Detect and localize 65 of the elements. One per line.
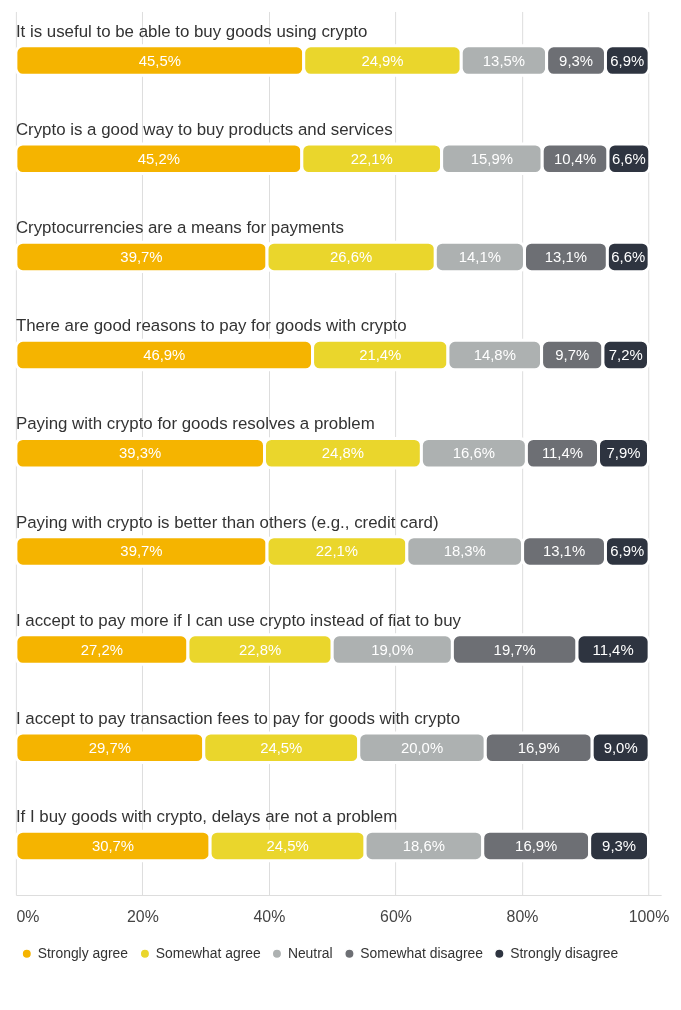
legend-label: Strongly agree <box>37 944 129 961</box>
y-tick-label: Paying with crypto is better than others (e.g., credit card) <box>15 512 439 532</box>
data-label: 24,9% <box>361 52 404 69</box>
data-label: 16,6% <box>452 445 495 462</box>
data-label: 22,1% <box>315 543 359 560</box>
data-label: 16,9% <box>517 739 560 756</box>
data-label: 10,4% <box>554 150 597 167</box>
data-label: 13,1% <box>544 248 588 265</box>
legend-label: Strongly disagree <box>510 944 619 961</box>
data-label: 15,9% <box>470 150 514 167</box>
data-label: 19,0% <box>371 641 414 658</box>
x-tick-label: 100% <box>628 908 670 926</box>
x-tick-label: 20% <box>127 908 159 926</box>
y-tick-label: I accept to pay transaction fees to pay for goods with crypto <box>15 708 461 728</box>
data-label: 9,3% <box>559 52 594 69</box>
data-label: 45,5% <box>138 52 181 69</box>
data-label: 39,3% <box>119 445 162 462</box>
legend-label: Somewhat agree <box>155 944 262 961</box>
data-label: 39,7% <box>120 543 163 560</box>
y-tick-label: If I buy goods with crypto, delays are not a problem <box>15 807 398 827</box>
y-tick-label: Paying with crypto for goods resolves a problem <box>15 414 375 434</box>
data-label: 29,7% <box>88 739 131 756</box>
y-tick-label: Cryptocurrencies are a means for payments <box>15 218 344 238</box>
data-label: 46,9% <box>143 347 186 364</box>
data-label: 20,0% <box>400 739 444 756</box>
data-label: 9,3% <box>602 837 637 854</box>
data-label: 13,1% <box>542 543 586 560</box>
data-label: 19,7% <box>493 641 536 658</box>
data-label: 6,9% <box>610 52 645 69</box>
x-tick-label: 40% <box>253 908 286 926</box>
data-label: 13,5% <box>482 52 526 69</box>
x-tick-label: 60% <box>380 908 412 926</box>
data-label: 27,2% <box>80 641 124 658</box>
data-label: 39,7% <box>120 248 163 265</box>
data-label: 11,4% <box>541 445 583 462</box>
data-label: 21,4% <box>359 347 402 364</box>
legend-label: Somewhat disagree <box>360 944 484 961</box>
data-label: 22,1% <box>350 150 393 167</box>
data-label: 26,6% <box>330 248 373 265</box>
data-label: 9,7% <box>555 347 590 364</box>
y-tick-label: It is useful to be able to buy goods using crypto <box>15 21 368 41</box>
data-label: 24,5% <box>260 739 303 756</box>
x-tick-label: 80% <box>506 908 539 926</box>
data-label: 6,6% <box>611 150 646 167</box>
data-label: 16,9% <box>515 837 558 854</box>
data-label: 6,6% <box>611 248 646 265</box>
data-label: 18,3% <box>443 543 486 560</box>
data-label: 18,6% <box>402 837 446 854</box>
data-label: 6,9% <box>610 543 645 560</box>
data-label: 11,4% <box>592 641 634 658</box>
data-label: 22,8% <box>238 641 282 658</box>
data-label: 7,9% <box>606 445 641 462</box>
data-label: 30,7% <box>91 837 135 854</box>
y-tick-label: I accept to pay more if I can use crypto instead of fiat to buy <box>15 610 462 630</box>
data-label: 45,2% <box>137 150 180 167</box>
data-label: 9,0% <box>603 739 638 756</box>
y-tick-label: Crypto is a good way to buy products and services <box>15 119 393 139</box>
x-tick-label: 0% <box>16 908 40 926</box>
data-label: 14,1% <box>458 248 501 265</box>
y-tick-label: There are good reasons to pay for goods with crypto <box>15 316 407 336</box>
legend-label: Neutral <box>287 944 333 961</box>
data-label: 7,2% <box>608 347 643 364</box>
data-label: 24,8% <box>321 445 365 462</box>
data-label: 24,5% <box>266 837 309 854</box>
data-label: 14,8% <box>473 347 516 364</box>
